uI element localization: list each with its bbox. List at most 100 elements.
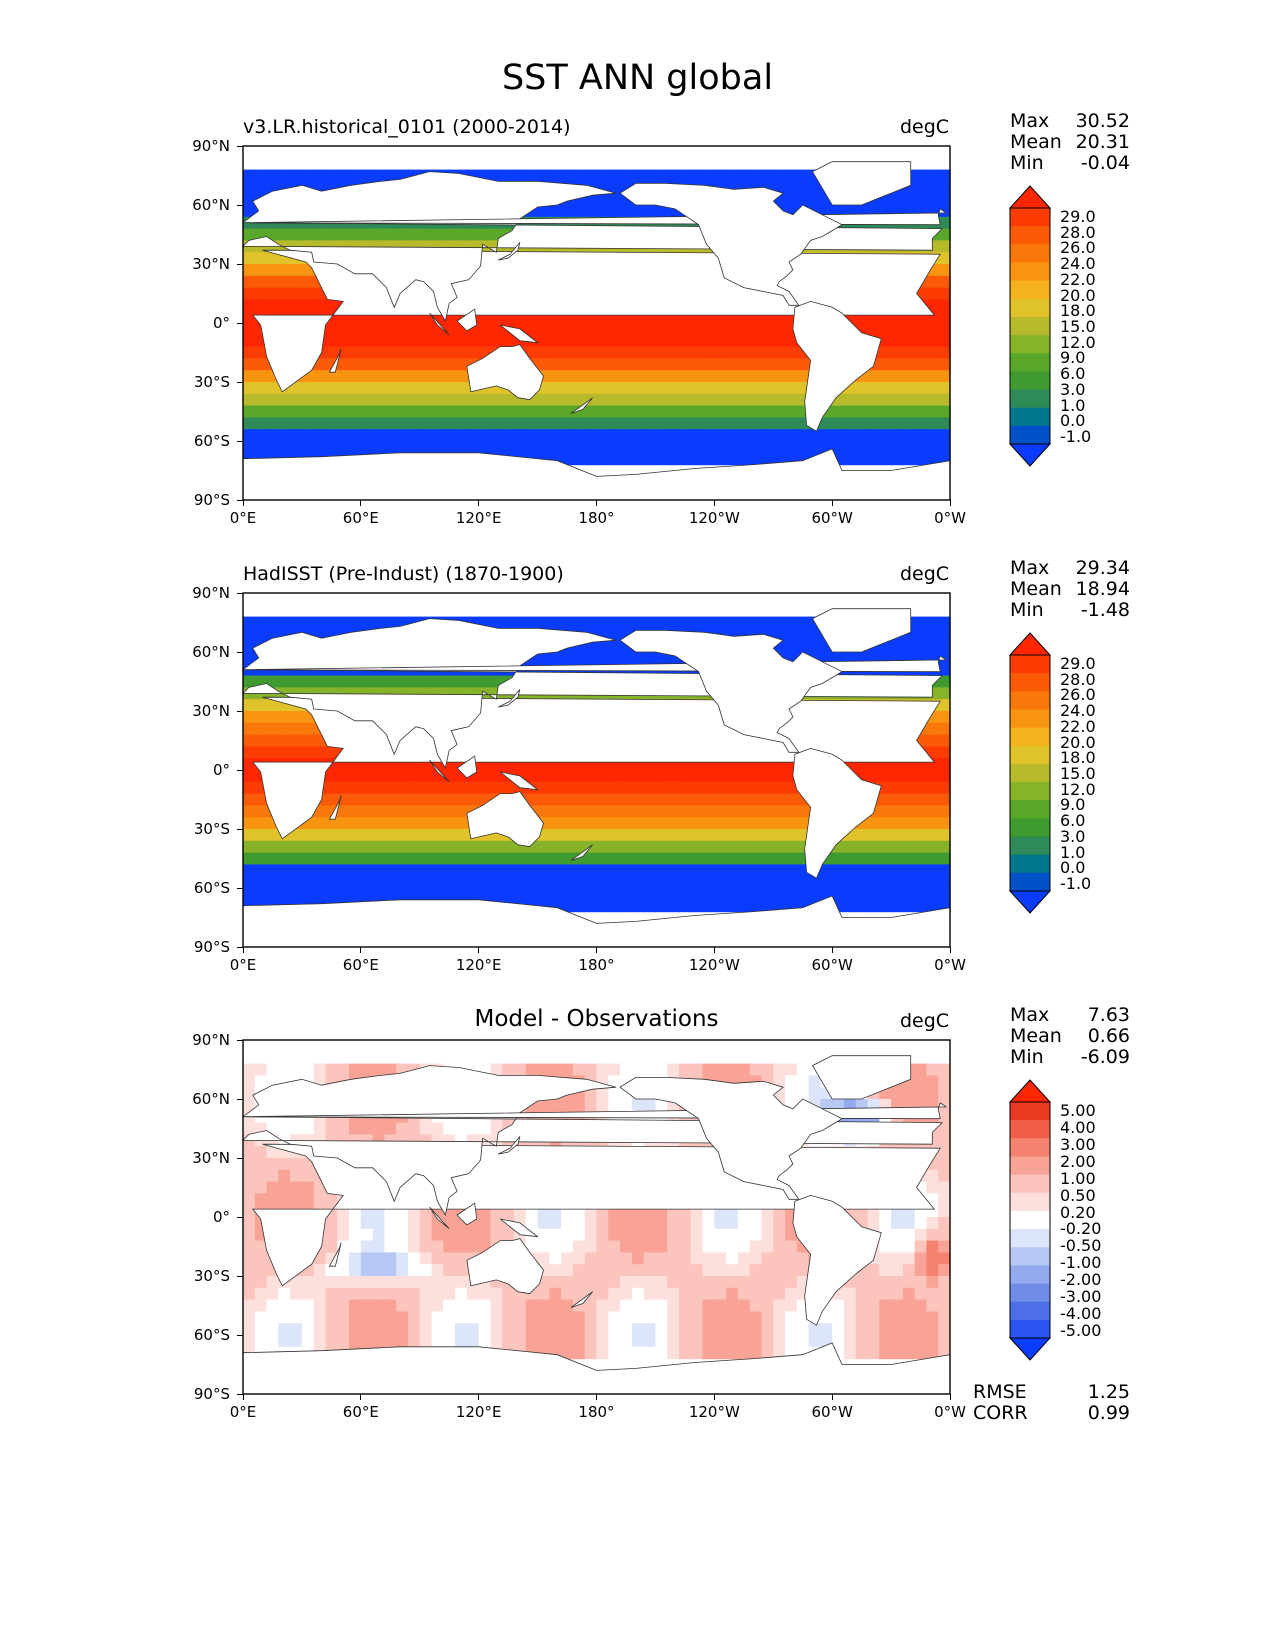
field-cell xyxy=(902,1264,916,1277)
field-cell xyxy=(749,1252,763,1265)
colorbar-bin xyxy=(1010,407,1050,427)
field-cell xyxy=(337,1276,350,1289)
field-cell xyxy=(631,1335,645,1348)
field-cell xyxy=(584,829,598,842)
field-cell xyxy=(643,840,657,854)
field-cell xyxy=(254,1240,268,1253)
field-cell xyxy=(478,228,492,241)
field-cell xyxy=(313,1193,327,1206)
field-cell xyxy=(914,417,928,430)
field-cell xyxy=(266,1181,279,1194)
field-cell xyxy=(867,417,880,430)
field-cell xyxy=(419,429,433,442)
field-cell xyxy=(514,429,527,442)
field-cell xyxy=(537,346,550,359)
field-cell xyxy=(596,1311,609,1324)
field-cell xyxy=(407,675,421,688)
stat-min-label: Min xyxy=(1010,1046,1044,1068)
field-cell xyxy=(596,1240,609,1253)
field-cell xyxy=(407,346,421,359)
field-cell xyxy=(490,417,503,430)
field-cell xyxy=(419,1323,433,1336)
field-cell xyxy=(372,1122,385,1135)
field-cell xyxy=(773,829,786,842)
field-cell xyxy=(608,1217,621,1230)
field-cell xyxy=(796,888,810,901)
field-cell xyxy=(325,405,338,418)
stat-min-label: Min xyxy=(1010,152,1044,174)
field-cell xyxy=(396,675,409,688)
land-mass xyxy=(429,759,450,783)
field-cell xyxy=(643,652,657,665)
field-cell xyxy=(325,817,338,830)
colorbar-label: 4.00 xyxy=(1060,1118,1096,1138)
field-cell xyxy=(396,793,409,806)
field-cell xyxy=(867,864,880,877)
field-cell xyxy=(631,429,645,442)
field-cell xyxy=(620,429,633,442)
field-cell xyxy=(407,1323,421,1336)
field-cell xyxy=(678,1311,692,1324)
field-cell xyxy=(572,793,586,806)
field-cell xyxy=(843,1311,857,1324)
lat-tick xyxy=(237,381,243,383)
field-cell xyxy=(525,441,539,454)
land-mass xyxy=(792,300,882,432)
field-cell xyxy=(902,1240,916,1253)
field-cell xyxy=(678,1228,692,1242)
field-cell xyxy=(431,382,444,395)
field-cell xyxy=(620,1252,633,1265)
field-cell xyxy=(313,1335,327,1348)
field-cell xyxy=(596,441,609,454)
field-cell xyxy=(690,1299,704,1312)
field-cell xyxy=(702,1287,715,1301)
field-cell xyxy=(714,441,727,454)
field-cell xyxy=(749,876,763,889)
field-cell xyxy=(690,1311,704,1324)
field-cell xyxy=(596,1228,609,1242)
field-cell xyxy=(832,1335,845,1348)
field-cell xyxy=(832,405,845,418)
field-cell xyxy=(690,429,704,442)
field-cell xyxy=(631,1323,645,1336)
field-cell xyxy=(690,817,704,830)
field-cell xyxy=(278,441,291,454)
field-cell xyxy=(737,370,751,383)
field-cell xyxy=(879,1240,892,1253)
field-cell xyxy=(372,675,385,688)
field-cell xyxy=(325,441,338,454)
field-cell xyxy=(773,417,786,430)
land-mass xyxy=(328,795,342,820)
field-cell xyxy=(561,864,574,877)
field-cell xyxy=(785,1323,798,1336)
field-cell xyxy=(843,852,857,865)
field-cell xyxy=(655,382,668,395)
field-cell xyxy=(384,1217,397,1230)
field-cell xyxy=(561,805,574,818)
colorbar-bin xyxy=(1010,298,1050,318)
field-cell xyxy=(902,358,916,371)
field-cell xyxy=(843,417,857,430)
field-cell xyxy=(678,1276,692,1289)
field-cell xyxy=(702,864,715,877)
field-cell xyxy=(737,852,751,865)
field-cell xyxy=(726,793,739,806)
field-cell xyxy=(384,805,397,818)
stat-min-value: -6.09 xyxy=(1080,1046,1130,1068)
lat-tick-label: 30°N xyxy=(192,702,230,720)
field-cell xyxy=(349,323,362,336)
field-cell xyxy=(914,1217,928,1230)
field-cell xyxy=(714,1346,727,1360)
field-cell xyxy=(431,441,444,454)
field-cell xyxy=(466,852,480,865)
field-cell xyxy=(749,770,763,783)
field-cell xyxy=(902,452,916,466)
field-cell xyxy=(667,876,680,889)
field-cell xyxy=(443,323,456,336)
field-cell xyxy=(655,323,668,336)
field-cell xyxy=(596,1217,609,1230)
field-cell xyxy=(431,370,444,383)
field-cell xyxy=(785,840,798,854)
field-cell xyxy=(843,888,857,901)
field-cell xyxy=(431,1240,444,1253)
